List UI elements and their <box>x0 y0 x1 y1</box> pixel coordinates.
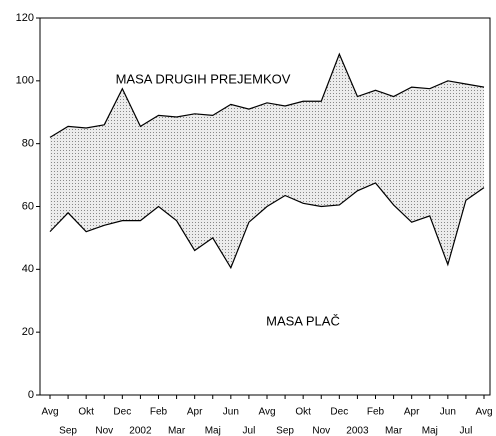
area-base <box>50 182 484 395</box>
x-tick-label: Jun <box>223 407 239 418</box>
x-tick-label: Maj <box>422 426 438 436</box>
x-tick-label: Jun <box>440 407 456 418</box>
x-tick-label: Nov <box>312 426 330 436</box>
x-tick-label: Mar <box>168 426 186 436</box>
y-tick-label: 60 <box>22 200 34 212</box>
series-label: MASA PLAČ <box>266 313 340 328</box>
x-tick-label: Nov <box>95 426 113 436</box>
x-tick-label: Jul <box>243 426 256 436</box>
series-line <box>49 182 485 270</box>
x-tick-label: Avg <box>41 407 58 418</box>
x-tick-label: Feb <box>367 407 385 418</box>
x-tick-label: Apr <box>187 407 203 418</box>
x-tick-label: Dec <box>113 407 131 418</box>
area-band <box>50 54 484 268</box>
x-tick-label: Mar <box>385 426 403 436</box>
x-tick-label: 2003 <box>346 426 369 436</box>
x-tick-label: 2002 <box>129 426 152 436</box>
y-tick-label: 40 <box>22 263 34 275</box>
x-tick-label: Jul <box>460 426 473 436</box>
series-line <box>49 52 485 138</box>
x-tick-label: Okt <box>78 407 94 418</box>
x-tick-label: Dec <box>330 407 348 418</box>
x-tick-label: Sep <box>276 426 294 436</box>
x-tick-label: Avg <box>475 407 492 418</box>
x-tick-label: Maj <box>205 426 221 436</box>
y-tick-label: 0 <box>28 389 34 401</box>
series-label: MASA DRUGIH PREJEMKOV <box>116 71 291 86</box>
y-tick-label: 20 <box>22 326 34 338</box>
y-tick-label: 80 <box>22 138 34 150</box>
x-tick-label: Avg <box>258 407 275 418</box>
y-tick-label: 100 <box>16 75 34 87</box>
x-tick-label: Apr <box>404 407 420 418</box>
x-tick-label: Feb <box>150 407 168 418</box>
x-tick-label: Okt <box>295 407 311 418</box>
x-tick-label: Sep <box>59 426 77 436</box>
y-tick-label: 120 <box>16 12 34 24</box>
